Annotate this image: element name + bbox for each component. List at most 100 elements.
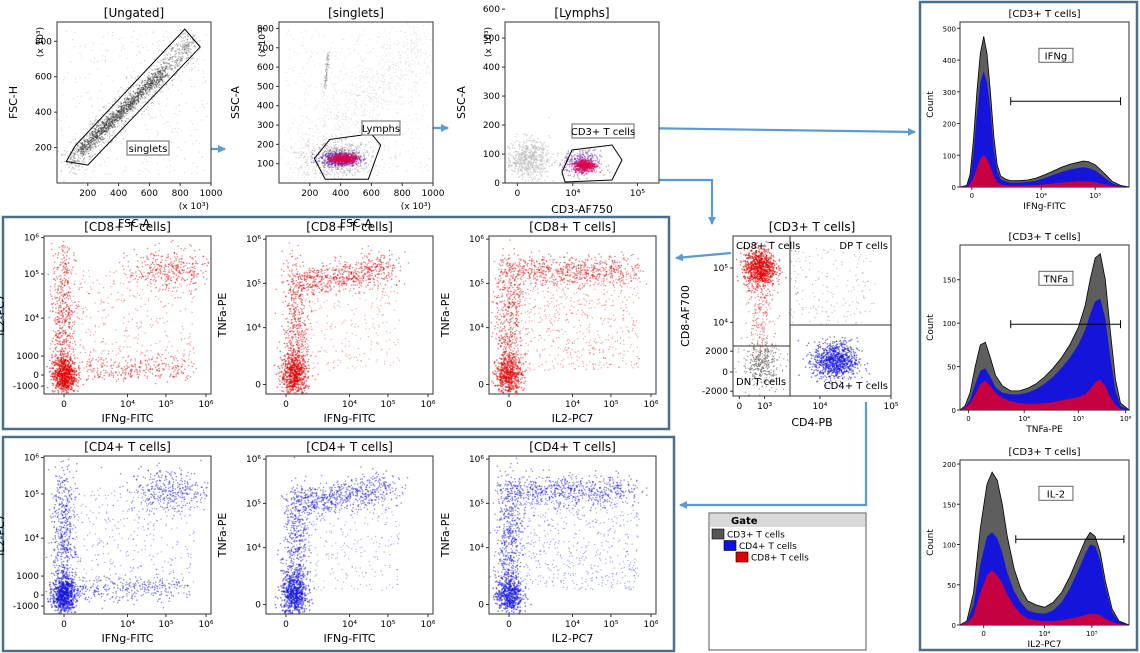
event-dot: [93, 153, 96, 156]
event-dot: [381, 67, 383, 69]
event-dot: [422, 51, 424, 54]
event-dot: [125, 110, 127, 112]
event-dot: [158, 44, 160, 46]
event-dot: [370, 160, 372, 162]
event-dot: [173, 70, 175, 73]
event-dot: [78, 169, 80, 171]
event-dot: [358, 145, 360, 148]
event-dot: [365, 73, 368, 75]
event-dot: [375, 55, 377, 57]
event-dot: [399, 41, 401, 43]
event-dot: [74, 151, 77, 154]
event-dot: [297, 53, 299, 55]
event-dot: [72, 167, 75, 169]
event-dot: [176, 64, 178, 67]
event-dot: [380, 55, 382, 57]
event-dot: [164, 54, 166, 56]
event-dot: [150, 116, 152, 118]
event-dot: [423, 166, 425, 168]
event-dot: [359, 76, 361, 78]
event-dot: [407, 42, 409, 44]
event-dot: [158, 103, 160, 105]
event-dot: [185, 47, 187, 50]
event-dot: [424, 62, 426, 64]
event-dot: [429, 38, 431, 41]
event-dot: [137, 92, 139, 95]
event-dot: [400, 30, 402, 32]
event-dot: [178, 65, 180, 67]
event-dot: [326, 56, 328, 58]
event-dot: [341, 138, 343, 141]
event-dot: [124, 101, 126, 104]
event-dot: [314, 168, 316, 170]
event-dot: [359, 119, 361, 121]
x-tick-label: 200: [79, 189, 96, 199]
event-dot: [162, 58, 164, 60]
event-dot: [118, 111, 120, 114]
event-dot: [402, 40, 404, 43]
event-dot: [131, 109, 134, 112]
event-dot: [333, 176, 335, 179]
event-dot: [366, 76, 368, 79]
event-dot: [370, 99, 372, 101]
event-dot: [325, 87, 327, 89]
event-dot: [410, 96, 413, 98]
event-dot: [394, 71, 396, 73]
event-dot: [324, 81, 326, 83]
event-dot: [158, 86, 161, 89]
event-dot: [385, 103, 387, 105]
event-dot: [175, 56, 177, 58]
event-dot: [314, 86, 316, 88]
event-dot: [112, 117, 115, 119]
event-dot: [149, 91, 151, 93]
event-dot: [320, 106, 322, 108]
event-dot: [314, 170, 316, 172]
event-dot: [321, 91, 323, 93]
event-dot: [306, 174, 308, 176]
event-dot: [391, 81, 393, 84]
event-dot: [168, 76, 170, 79]
event-dot: [322, 98, 324, 100]
event-dot: [325, 85, 327, 87]
event-dot: [413, 42, 415, 44]
event-dot: [368, 101, 371, 103]
event-dot: [406, 54, 409, 56]
event-dot: [316, 52, 318, 54]
event-dot: [129, 100, 131, 103]
event-dot: [364, 136, 366, 138]
event-dot: [337, 151, 339, 153]
event-dot: [130, 98, 132, 100]
event-dot: [193, 107, 195, 109]
event-dot: [186, 47, 189, 50]
event-dot: [325, 59, 327, 61]
event-dot: [336, 129, 338, 131]
event-dot: [120, 113, 122, 115]
event-dot: [178, 52, 180, 55]
event-dot: [418, 50, 420, 53]
event-dot: [397, 43, 399, 45]
event-dot: [68, 166, 71, 168]
event-dot: [324, 140, 327, 142]
event-dot: [74, 138, 76, 141]
event-dot: [290, 146, 292, 148]
event-dot: [299, 168, 301, 170]
event-dot: [338, 173, 340, 175]
event-dot: [78, 160, 80, 162]
event-dot: [185, 52, 187, 54]
event-dot: [72, 153, 75, 155]
event-dot: [287, 174, 289, 177]
event-dot: [375, 118, 377, 120]
event-dot: [195, 48, 197, 50]
event-dot: [87, 141, 89, 144]
event-dot: [358, 131, 360, 133]
event-dot: [332, 84, 334, 86]
event-dot: [400, 96, 402, 98]
event-dot: [288, 83, 290, 85]
event-dot: [299, 136, 301, 138]
event-dot: [383, 87, 385, 89]
event-dot: [399, 57, 401, 60]
event-dot: [112, 115, 115, 117]
event-dot: [82, 159, 85, 161]
event-dot: [144, 85, 147, 88]
event-dot: [127, 109, 129, 111]
